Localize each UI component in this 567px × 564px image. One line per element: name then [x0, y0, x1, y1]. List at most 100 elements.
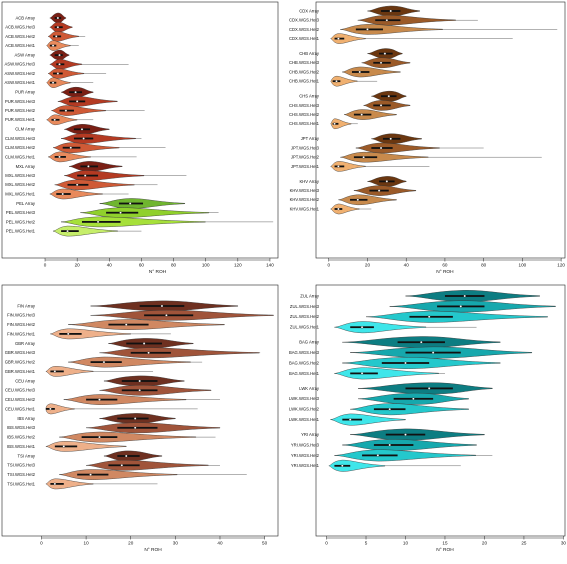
category-label: IBS.WGS.Het2: [7, 435, 36, 440]
violin-row: GBR.WGS.Het2: [5, 356, 203, 368]
category-label: BAG.WGS.Het3: [289, 350, 320, 355]
median-point: [98, 435, 101, 439]
violin-shape: [53, 142, 120, 153]
x-tick-label: 10: [403, 541, 409, 546]
category-label: ASW.WGS.Het2: [5, 71, 36, 76]
iqr-box: [117, 455, 140, 457]
violin-shape: [334, 321, 427, 334]
x-axis-title: N° ROH: [436, 269, 454, 275]
violin-shape: [61, 216, 206, 228]
median-point: [53, 482, 57, 486]
violin-shape: [47, 31, 79, 42]
violin-row: ZUL Array: [300, 290, 540, 302]
median-point: [379, 104, 383, 107]
median-point: [360, 325, 364, 329]
median-point: [412, 397, 415, 401]
category-label: TSI Array: [18, 453, 36, 458]
violin-shape: [334, 367, 439, 380]
median-point: [125, 454, 128, 458]
violin-row: CDX.WGS.Het1: [289, 33, 513, 44]
median-point: [89, 473, 92, 476]
category-label: CHB.WGS.Het2: [289, 69, 320, 74]
violin-row: YRI Array: [301, 428, 485, 441]
iqr-box: [50, 370, 64, 373]
median-point: [125, 323, 128, 326]
category-label: FIN Array: [17, 303, 36, 308]
violin-shape: [342, 66, 401, 78]
violin-shape: [59, 431, 197, 443]
iqr-box: [342, 418, 363, 421]
violin-panel: 0 10 20 30 40 50 N° ROH FIN Array FIN.WGS.Het3 FI…: [1, 284, 279, 553]
category-label: CDX.WGS.Het1: [289, 36, 320, 41]
category-label: ZUL Array: [300, 293, 320, 298]
median-point: [138, 379, 141, 383]
category-label: LWK.WGS.Het1: [289, 417, 320, 422]
violin-shape: [46, 77, 71, 88]
median-point: [427, 387, 431, 390]
iqr-box: [108, 464, 140, 467]
violin-row: JPT.WGS.Het1: [291, 161, 430, 172]
x-tick-label: 100: [519, 263, 527, 268]
category-label: KHV.WGS.Het2: [290, 197, 320, 202]
violin-row: JPT.WGS.Het2: [291, 151, 542, 163]
category-label: KHV.WGS.Het1: [290, 206, 320, 211]
median-point: [356, 198, 360, 202]
median-point: [102, 360, 106, 364]
category-label: CDX.WGS.Het3: [289, 18, 320, 23]
violin-row: KHV Array: [299, 176, 407, 187]
violin-row: ZUL.WGS.Het3: [290, 300, 556, 313]
violin-row: CEU.WGS.Het3: [5, 384, 212, 396]
violin-row: CDX.WGS.Het2: [289, 24, 558, 35]
x-axis-title: N° ROH: [144, 547, 162, 553]
x-tick-label: 25: [521, 541, 527, 546]
category-label: PEL.WGS.Het1: [6, 229, 36, 234]
violin-shape: [366, 310, 548, 323]
category-label: TSI.WGS.Het2: [7, 472, 35, 477]
category-label: JPT.WGS.Het2: [291, 155, 320, 160]
violin-row: PUR.WGS.Het2: [5, 105, 145, 116]
violin-row: JPT Array: [301, 133, 422, 145]
median-point: [56, 16, 60, 20]
category-label: ACB.WGS.Het1: [5, 43, 35, 48]
violin-row: KHV.WGS.Het2: [290, 194, 397, 206]
median-point: [147, 351, 150, 355]
category-label: JPT.WGS.Het3: [291, 145, 320, 150]
x-tick-label: 120: [557, 263, 565, 268]
violin-row: CEU.WGS.Het2: [5, 394, 220, 405]
median-point: [387, 94, 391, 98]
violin-shape: [99, 347, 260, 359]
violin-row: MXL.WGS.Het3: [5, 170, 187, 181]
violin-row: CHS.WGS.Het3: [289, 100, 411, 111]
category-label: CHB Array: [299, 51, 320, 56]
median-point: [142, 342, 146, 345]
iqr-box: [90, 361, 122, 363]
violin-row: PEL Array: [16, 198, 186, 209]
iqr-box: [362, 454, 398, 457]
violin-row: CHS.WGS.Het2: [289, 109, 397, 120]
iqr-box: [81, 221, 121, 223]
median-point: [337, 37, 340, 40]
category-label: IBS.WGS.Het1: [7, 444, 36, 449]
category-label: CEU.WGS.Het3: [5, 388, 36, 393]
median-point: [389, 9, 392, 13]
median-point: [53, 118, 56, 122]
median-point: [459, 305, 463, 308]
category-label: YRI.WGS.Het2: [291, 453, 320, 458]
iqr-box: [77, 473, 109, 476]
violin-row: LWK.WGS.Het1: [289, 413, 406, 426]
category-label: FIN.WGS.Het1: [7, 331, 36, 336]
x-tick-label: 20: [482, 541, 488, 546]
median-point: [51, 81, 55, 84]
category-label: CEU.WGS.Het1: [5, 406, 36, 411]
violin-row: TSI.WGS.Het2: [7, 469, 247, 480]
violin-row: KHV.WGS.Het3: [290, 185, 417, 196]
violin-row: LWK Array: [299, 382, 493, 395]
median-point: [96, 220, 100, 224]
category-label: PUR.WGS.Het1: [5, 117, 36, 122]
violin-row: CHB.WGS.Het1: [289, 75, 378, 87]
category-label: GBR Array: [15, 341, 36, 346]
violin-shape: [53, 225, 118, 237]
violin-row: CDX Array: [299, 5, 420, 17]
category-label: BAG Array: [299, 340, 320, 345]
